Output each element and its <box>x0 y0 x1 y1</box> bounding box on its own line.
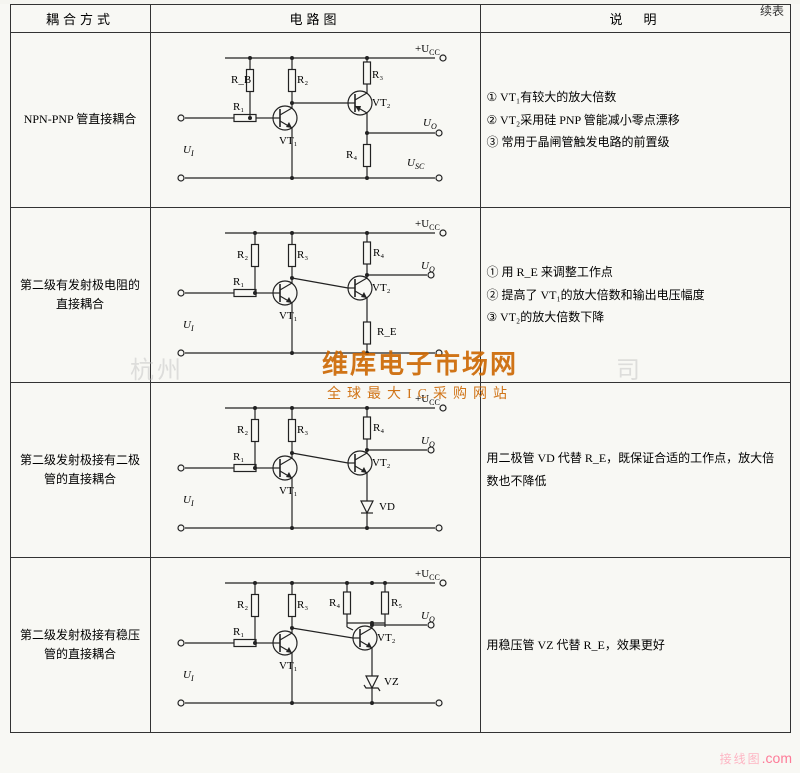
svg-text:+UCC: +UCC <box>415 218 440 232</box>
svg-text:R₃: R₃ <box>297 249 308 261</box>
svg-text:R₃: R₃ <box>297 424 308 436</box>
svg-text:VZ: VZ <box>384 676 399 688</box>
svg-text:VT₂: VT₂ <box>372 97 391 109</box>
svg-text:R_E: R_E <box>377 326 397 338</box>
svg-text:R₁: R₁ <box>233 101 244 113</box>
svg-text:R₂: R₂ <box>237 249 248 261</box>
svg-text:R₂: R₂ <box>297 74 308 86</box>
description-cell: 用二极管 VD 代替 R_E，既保证合适的工作点，放大倍数也不降低 <box>480 383 790 558</box>
svg-text:+UCC: +UCC <box>415 568 440 582</box>
svg-text:VT₁: VT₁ <box>279 135 298 147</box>
desc-line: ② 提高了 VT₁的放大倍数和输出电压幅度 <box>487 284 784 307</box>
coupling-cell: 第二级有发射极电阻的直接耦合 <box>10 208 150 383</box>
description-cell: 用稳压管 VZ 代替 R_E，效果更好 <box>480 558 790 733</box>
coupling-cell: 第二级发射极接有二极管的直接耦合 <box>10 383 150 558</box>
svg-text:UO: UO <box>421 260 435 274</box>
description-cell: ① VT₁有较大的放大倍数② VT₂采用硅 PNP 管能减小零点漂移③ 常用于晶… <box>480 33 790 208</box>
footer-watermark-pre: 接线图 <box>720 752 762 766</box>
svg-text:UI: UI <box>183 494 194 508</box>
table-row: 第二级发射极接有稳压管的直接耦合 +UCC R₁ UI R₂ R₃ <box>10 558 790 733</box>
continued-label: 续表 <box>760 2 784 19</box>
svg-text:R₂: R₂ <box>237 599 248 611</box>
table-row: 第二级有发射极电阻的直接耦合 +UCC R₁ UI R₂ R₃ <box>10 208 790 383</box>
svg-text:R₃: R₃ <box>297 599 308 611</box>
svg-text:UO: UO <box>421 435 435 449</box>
svg-text:UI: UI <box>183 669 194 683</box>
svg-text:R₄: R₄ <box>373 247 384 259</box>
coupling-cell: NPN-PNP 管直接耦合 <box>10 33 150 208</box>
svg-text:R₁: R₁ <box>233 626 244 638</box>
desc-line: ③ 常用于晶闸管触发电路的前置级 <box>487 131 784 154</box>
table-row: 第二级发射极接有二极管的直接耦合 +UCC R₁ UI R₂ R₃ <box>10 383 790 558</box>
svg-text:UI: UI <box>183 319 194 333</box>
svg-text:UO: UO <box>423 117 437 131</box>
desc-line: ③ VT₂的放大倍数下降 <box>487 306 784 329</box>
desc-line: 用二极管 VD 代替 R_E，既保证合适的工作点，放大倍数也不降低 <box>487 447 784 493</box>
footer-watermark: 接线图.com <box>720 750 792 767</box>
coupling-cell: 第二级发射极接有稳压管的直接耦合 <box>10 558 150 733</box>
svg-text:UO: UO <box>421 610 435 624</box>
circuit-cell: +UCC R₁ UI R_B R₂ <box>150 33 480 208</box>
svg-text:R₁: R₁ <box>233 451 244 463</box>
header-circuit: 电路图 <box>150 5 480 33</box>
footer-watermark-text: .com <box>762 750 792 766</box>
svg-text:+UCC: +UCC <box>415 43 440 57</box>
table-row: NPN-PNP 管直接耦合 +UCC R₁ UI R_B R₂ <box>10 33 790 208</box>
description-cell: ① 用 R_E 来调整工作点② 提高了 VT₁的放大倍数和输出电压幅度③ VT₂… <box>480 208 790 383</box>
circuit-cell: +UCC R₁UI R₂ R₃ V <box>150 208 480 383</box>
circuit-cell: +UCC R₁UI R₂ R₃ V <box>150 558 480 733</box>
svg-text:VT₂: VT₂ <box>372 457 391 469</box>
desc-line: ① VT₁有较大的放大倍数 <box>487 86 784 109</box>
desc-line: ② VT₂采用硅 PNP 管能减小零点漂移 <box>487 109 784 132</box>
svg-text:VT₂: VT₂ <box>372 282 391 294</box>
circuits-table: 耦合方式 电路图 说 明 NPN-PNP 管直接耦合+UCC R₁ UI R_B … <box>10 4 791 733</box>
svg-text:R_B: R_B <box>231 74 251 86</box>
svg-text:UI: UI <box>183 144 194 158</box>
header-desc: 说 明 <box>480 5 790 33</box>
desc-line: 用稳压管 VZ 代替 R_E，效果更好 <box>487 634 784 657</box>
desc-line: ① 用 R_E 来调整工作点 <box>487 261 784 284</box>
page-root: 续表 耦合方式 电路图 说 明 NPN-PNP 管直接耦合 +UCC R₁ UI R… <box>0 4 800 773</box>
svg-text:R₁: R₁ <box>233 276 244 288</box>
svg-text:R₃: R₃ <box>372 69 383 81</box>
header-coupling: 耦合方式 <box>10 5 150 33</box>
svg-text:VT₁: VT₁ <box>279 310 298 322</box>
svg-text:R₂: R₂ <box>237 424 248 436</box>
table-header-row: 耦合方式 电路图 说 明 <box>10 5 790 33</box>
svg-text:R₅: R₅ <box>391 597 402 609</box>
svg-text:R₄: R₄ <box>373 422 384 434</box>
svg-text:USC: USC <box>407 157 425 171</box>
svg-text:+UCC: +UCC <box>415 393 440 407</box>
svg-text:VT₁: VT₁ <box>279 660 298 672</box>
circuit-cell: +UCC R₁UI R₂ R₃ V <box>150 383 480 558</box>
svg-text:R₄: R₄ <box>329 597 340 609</box>
svg-text:VD: VD <box>379 501 395 513</box>
svg-text:R₄: R₄ <box>346 149 357 161</box>
svg-text:VT₂: VT₂ <box>377 632 396 644</box>
svg-text:VT₁: VT₁ <box>279 485 298 497</box>
